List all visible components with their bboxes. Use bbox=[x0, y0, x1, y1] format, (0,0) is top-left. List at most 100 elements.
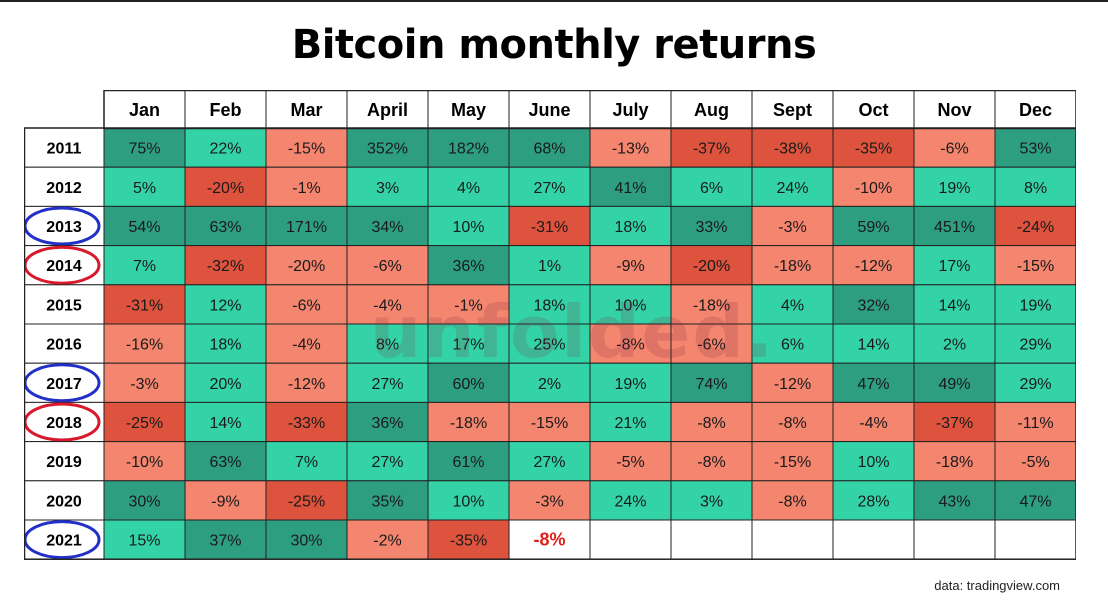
year-cell bbox=[23, 284, 105, 325]
cell-value-label: 17% bbox=[452, 337, 484, 354]
month-header-cell bbox=[346, 89, 429, 129]
year-label: 2014 bbox=[46, 258, 82, 275]
heatmap-cell bbox=[994, 205, 1077, 247]
heatmap-cell bbox=[184, 284, 267, 325]
cell-value-label: -18% bbox=[774, 258, 811, 275]
cell-value-label: 37% bbox=[209, 533, 241, 550]
cell-value-label: -1% bbox=[292, 180, 320, 197]
cell-value-label: -8% bbox=[778, 415, 806, 432]
cell-value-label: 36% bbox=[452, 258, 484, 275]
heatmap-cell bbox=[427, 166, 510, 207]
year-label: 2016 bbox=[46, 337, 82, 354]
month-header-cell bbox=[832, 89, 915, 129]
cell-value-label: -35% bbox=[855, 141, 892, 158]
heatmap-cell bbox=[346, 401, 429, 443]
heatmap-cell bbox=[832, 323, 915, 364]
heatmap-cell bbox=[346, 362, 429, 403]
heatmap-cell bbox=[184, 441, 267, 482]
heatmap-cell bbox=[427, 205, 510, 247]
month-header-label: Mar bbox=[290, 100, 322, 120]
cell-value-label: -8% bbox=[697, 415, 725, 432]
heatmap-cell bbox=[994, 519, 1077, 560]
returns-table-svg: 75% 22% -15% 352% 182% 68% -13% -37% -38% -35% -6%… bbox=[23, 89, 1077, 560]
cell-value-label: 182% bbox=[448, 141, 489, 158]
cell-value-label: 75% bbox=[128, 141, 160, 158]
cell-value-label: -6% bbox=[373, 258, 401, 275]
heatmap-cell bbox=[589, 401, 672, 443]
heatmap-cell bbox=[994, 127, 1077, 168]
month-header-label: June bbox=[528, 100, 570, 120]
cell-value-label: 10% bbox=[614, 297, 646, 314]
cell-value-label: -6% bbox=[697, 337, 725, 354]
heatmap-cell bbox=[265, 205, 348, 247]
cell-value-label: -10% bbox=[126, 454, 163, 471]
heatmap-cell bbox=[103, 284, 186, 325]
cell-value-label: -35% bbox=[450, 533, 487, 550]
heatmap-cell bbox=[994, 401, 1077, 443]
heatmap-cell bbox=[751, 519, 834, 560]
cell-value-label: 74% bbox=[695, 376, 727, 393]
year-label: 2019 bbox=[46, 454, 82, 471]
heatmap-cell bbox=[589, 480, 672, 521]
cell-value-label: 34% bbox=[371, 219, 403, 236]
cell-value-label: -16% bbox=[126, 337, 163, 354]
chart-title: Bitcoin monthly returns bbox=[291, 22, 817, 68]
cell-value-label: -15% bbox=[288, 141, 325, 158]
cell-value-label: -8% bbox=[533, 530, 565, 550]
heatmap-cell bbox=[508, 284, 591, 325]
cell-value-label: -25% bbox=[288, 493, 325, 510]
heatmap-cell bbox=[994, 362, 1077, 403]
cell-value-label: -8% bbox=[778, 493, 806, 510]
cell-value-label: -15% bbox=[1017, 258, 1054, 275]
heatmap-cell bbox=[589, 441, 672, 482]
cell-value-label: -38% bbox=[774, 141, 811, 158]
cell-value-label: 7% bbox=[295, 454, 318, 471]
cell-value-label: -10% bbox=[855, 180, 892, 197]
cell-value-label: -6% bbox=[940, 141, 968, 158]
cell-value-label: 19% bbox=[1019, 297, 1051, 314]
heatmap-cell bbox=[103, 205, 186, 247]
cell-value-label: -4% bbox=[373, 297, 401, 314]
cell-value-label: -6% bbox=[292, 297, 320, 314]
heatmap-cell bbox=[994, 441, 1077, 482]
heatmap-cell bbox=[913, 166, 996, 207]
heatmap-cell bbox=[427, 362, 510, 403]
cell-value-label: -5% bbox=[616, 454, 644, 471]
cell-value-label: 68% bbox=[533, 141, 565, 158]
heatmap-cell bbox=[751, 166, 834, 207]
heatmap-cell bbox=[184, 127, 267, 168]
cell-value-label: 5% bbox=[133, 180, 156, 197]
month-header-cell bbox=[508, 89, 591, 129]
year-label: 2018 bbox=[46, 415, 82, 432]
heatmap-cell bbox=[103, 245, 186, 286]
cell-value-label: -31% bbox=[126, 297, 163, 314]
cell-value-label: 6% bbox=[781, 337, 804, 354]
cell-value-label: 8% bbox=[1024, 180, 1047, 197]
cell-value-label: 53% bbox=[1019, 141, 1051, 158]
cell-value-label: 27% bbox=[533, 180, 565, 197]
heatmap-cell bbox=[913, 284, 996, 325]
cell-value-label: 22% bbox=[209, 141, 241, 158]
heatmap-cell bbox=[346, 205, 429, 247]
heatmap-cell bbox=[103, 323, 186, 364]
cell-value-label: -15% bbox=[531, 415, 568, 432]
heatmap-cell bbox=[265, 245, 348, 286]
year-label: 2017 bbox=[46, 376, 82, 393]
cell-value-label: -9% bbox=[211, 493, 239, 510]
heatmap-cell bbox=[832, 127, 915, 168]
month-header-label: Jan bbox=[129, 100, 160, 120]
cell-value-label: 47% bbox=[1019, 493, 1051, 510]
cell-value-label: -3% bbox=[535, 493, 563, 510]
heatmap-cell bbox=[670, 284, 753, 325]
heatmap-cell bbox=[427, 401, 510, 443]
cell-value-label: 3% bbox=[376, 180, 399, 197]
heatmap-cell bbox=[427, 284, 510, 325]
heatmap-cell bbox=[913, 480, 996, 521]
cell-value-label: 63% bbox=[209, 219, 241, 236]
heatmap-cell bbox=[265, 284, 348, 325]
cell-value-label: -25% bbox=[126, 415, 163, 432]
heatmap-cell bbox=[184, 166, 267, 207]
cell-value-label: 59% bbox=[857, 219, 889, 236]
cell-value-label: -12% bbox=[855, 258, 892, 275]
heatmap-cell bbox=[265, 519, 348, 560]
